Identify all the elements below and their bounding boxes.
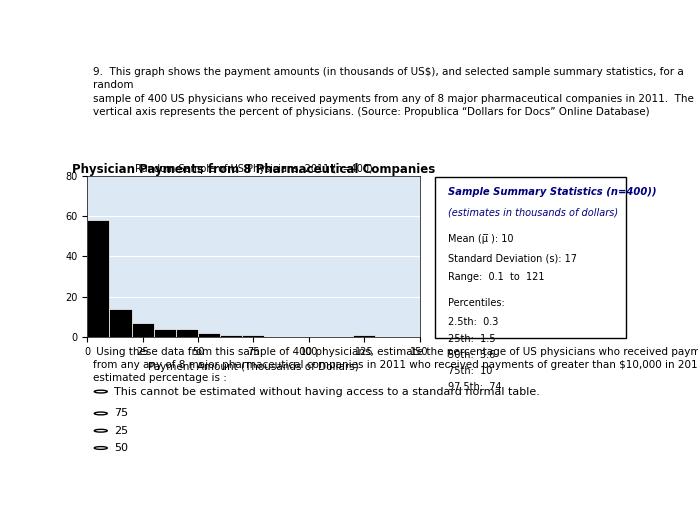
- Text: 2.5th:  0.3: 2.5th: 0.3: [448, 317, 499, 328]
- Bar: [110, 308, 131, 337]
- Bar: [198, 333, 220, 337]
- Text: Standard Deviation (s): 17: Standard Deviation (s): 17: [448, 253, 577, 263]
- Text: 25th:  1.5: 25th: 1.5: [448, 334, 496, 344]
- Text: Using these data from this sample of 400 physicians, estimate the percentage of : Using these data from this sample of 400…: [93, 347, 698, 383]
- Text: 75: 75: [114, 408, 128, 419]
- Text: 97.5th:  74: 97.5th: 74: [448, 382, 502, 392]
- Text: 50th:  3.6: 50th: 3.6: [448, 350, 496, 359]
- Text: 50: 50: [114, 443, 128, 453]
- Text: (estimates in thousands of dollars): (estimates in thousands of dollars): [448, 208, 618, 218]
- Title: Physician Payments from 8 Pharmaceutical Companies: Physician Payments from 8 Pharmaceutical…: [72, 163, 435, 176]
- X-axis label: Payment Amount (Thousands of Dollars): Payment Amount (Thousands of Dollars): [148, 362, 359, 372]
- Text: Mean (μ̅ ): 10: Mean (μ̅ ): 10: [448, 234, 514, 244]
- Text: 75th:  10: 75th: 10: [448, 366, 493, 376]
- Bar: [353, 335, 376, 337]
- Bar: [87, 220, 110, 337]
- Text: This cannot be estimated without having access to a standard normal table.: This cannot be estimated without having …: [114, 387, 540, 397]
- Text: Random Sample of US Physicians, 2011 (n=400): Random Sample of US Physicians, 2011 (n=…: [135, 164, 372, 174]
- Text: Range:  0.1  to  121: Range: 0.1 to 121: [448, 272, 545, 282]
- Bar: [242, 335, 265, 337]
- Text: Percentiles:: Percentiles:: [448, 298, 505, 308]
- Text: Sample Summary Statistics (n=400)): Sample Summary Statistics (n=400)): [448, 187, 657, 197]
- Bar: [176, 329, 198, 337]
- FancyBboxPatch shape: [435, 177, 626, 338]
- Text: 9.  This graph shows the payment amounts (in thousands of US$), and selected sam: 9. This graph shows the payment amounts …: [93, 67, 694, 117]
- Bar: [154, 329, 176, 337]
- Bar: [131, 323, 154, 337]
- Bar: [220, 335, 242, 337]
- Text: 25: 25: [114, 426, 128, 436]
